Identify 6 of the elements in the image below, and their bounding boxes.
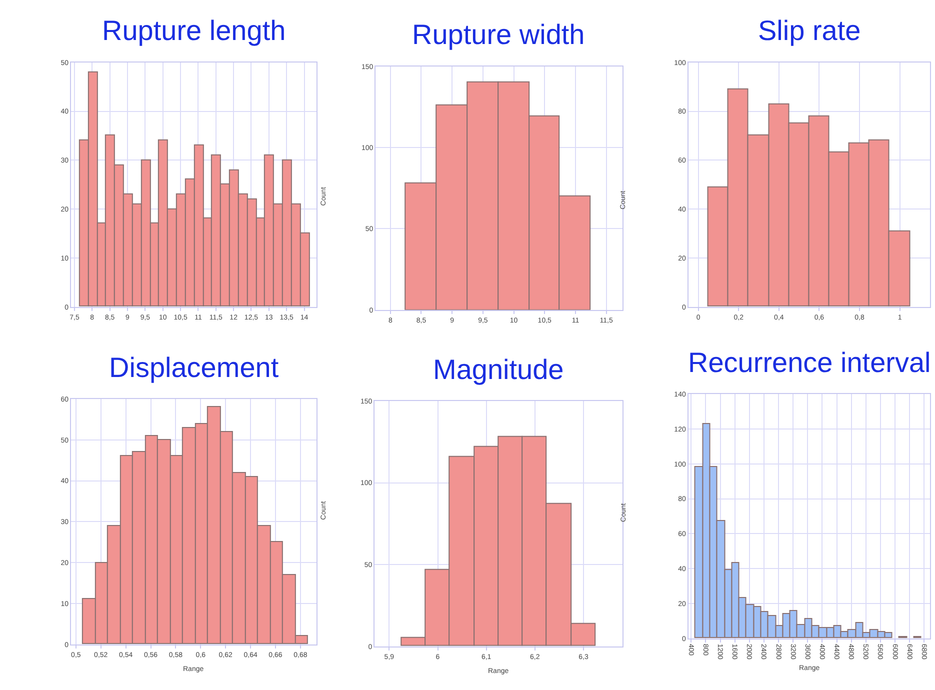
chart-title: Magnitude — [433, 354, 564, 385]
chart-title: Recurrence interval — [688, 347, 931, 378]
chart-title: Rupture length — [102, 15, 286, 46]
chart-title: Displacement — [109, 352, 279, 383]
chart-title: Slip rate — [758, 15, 861, 46]
chart-title: Rupture width — [412, 19, 585, 50]
